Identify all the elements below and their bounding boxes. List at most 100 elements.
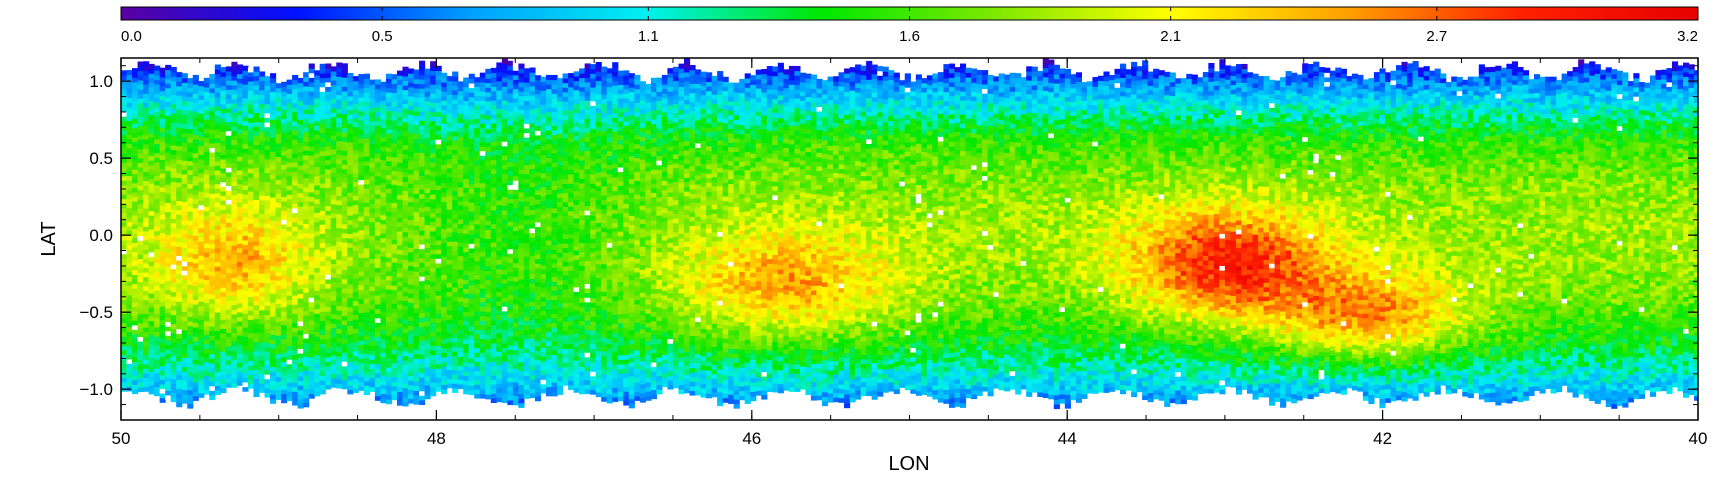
heatmap-cell xyxy=(441,91,448,97)
heatmap-cell xyxy=(468,307,475,313)
heatmap-cell xyxy=(441,187,448,193)
heatmap-cell xyxy=(430,340,437,346)
heatmap-cell xyxy=(176,255,183,261)
heatmap-cell xyxy=(308,301,315,308)
heatmap-cell xyxy=(369,368,376,374)
heatmap-cell xyxy=(402,158,409,164)
heatmap-cell xyxy=(391,161,398,167)
heatmap-cell xyxy=(380,219,387,225)
heatmap-cell xyxy=(297,82,304,88)
heatmap-cell xyxy=(402,346,409,352)
heatmap-cell xyxy=(402,295,409,302)
heatmap-cell xyxy=(314,139,321,145)
heatmap-cell xyxy=(330,70,337,77)
heatmap-cell xyxy=(336,112,343,119)
heatmap-cell xyxy=(314,93,321,99)
heatmap-cell xyxy=(297,87,304,93)
heatmap-cell xyxy=(220,236,227,242)
heatmap-cell xyxy=(385,215,393,221)
heatmap-cell xyxy=(264,337,271,343)
heatmap-cell xyxy=(297,385,304,391)
heatmap-cell xyxy=(126,294,133,300)
heatmap-cell xyxy=(137,185,144,191)
heatmap-cell xyxy=(413,188,420,194)
heatmap-cell xyxy=(187,160,194,166)
heatmap-cell xyxy=(347,347,354,354)
heatmap-cell xyxy=(137,363,144,370)
heatmap-cell xyxy=(264,149,271,155)
heatmap-cell xyxy=(126,303,133,309)
heatmap-cell xyxy=(413,385,420,391)
heatmap-cell xyxy=(347,91,354,97)
heatmap-cell xyxy=(154,79,161,85)
heatmap-cell xyxy=(225,318,232,324)
heatmap-cell xyxy=(479,200,486,207)
heatmap-cell xyxy=(286,304,293,310)
heatmap-cell xyxy=(242,180,249,186)
heatmap-cell xyxy=(292,217,299,223)
heatmap-cell xyxy=(264,190,271,196)
heatmap-cell xyxy=(187,178,194,185)
heatmap-cell xyxy=(231,290,238,297)
heatmap-cell xyxy=(496,85,503,91)
heatmap-cell xyxy=(220,332,227,339)
heatmap-cell xyxy=(363,160,370,166)
heatmap-cell xyxy=(424,384,431,391)
heatmap-cell xyxy=(347,270,354,276)
heatmap-cell xyxy=(137,176,144,182)
heatmap-cell xyxy=(159,328,166,335)
heatmap-cell xyxy=(281,118,288,124)
heatmap-cell xyxy=(457,296,464,302)
heatmap-cell xyxy=(281,274,288,280)
heatmap-cell xyxy=(214,87,221,93)
heatmap-cell xyxy=(325,104,332,110)
heatmap-cell xyxy=(474,113,481,120)
heatmap-cell xyxy=(253,116,260,123)
heatmap-cell xyxy=(424,229,431,235)
heatmap-cell xyxy=(143,317,150,324)
heatmap-cell xyxy=(198,383,205,389)
heatmap-cell xyxy=(413,101,420,107)
heatmap-cell xyxy=(352,296,359,302)
heatmap-cell xyxy=(501,269,508,275)
heatmap-cell xyxy=(319,169,326,175)
heatmap-cell xyxy=(225,373,232,379)
heatmap-cell xyxy=(457,250,464,257)
heatmap-cell xyxy=(214,119,221,125)
heatmap-cell xyxy=(369,382,376,388)
heatmap-cell xyxy=(391,376,398,382)
heatmap-cell xyxy=(319,306,326,312)
heatmap-cell xyxy=(402,103,409,109)
heatmap-cell xyxy=(121,253,128,259)
heatmap-cell xyxy=(159,108,166,115)
heatmap-cell xyxy=(176,81,183,87)
heatmap-cell xyxy=(154,299,161,305)
heatmap-cell xyxy=(203,137,210,143)
heatmap-cell xyxy=(308,315,315,321)
heatmap-cell xyxy=(352,103,359,109)
heatmap-cell xyxy=(281,338,288,344)
heatmap-cell xyxy=(170,360,177,366)
heatmap-cell xyxy=(286,148,293,154)
heatmap-cell xyxy=(308,274,315,280)
heatmap-cell xyxy=(479,278,486,285)
heatmap-cell xyxy=(286,336,293,342)
heatmap-cell xyxy=(347,320,354,326)
heatmap-cell xyxy=(253,254,260,260)
heatmap-cell xyxy=(430,79,437,85)
heatmap-cell xyxy=(225,277,232,283)
heatmap-cell xyxy=(170,112,177,118)
heatmap-cell xyxy=(170,71,177,77)
heatmap-cell xyxy=(468,339,475,345)
heatmap-cell xyxy=(126,166,133,172)
heatmap-cell xyxy=(468,82,475,89)
heatmap-cell xyxy=(341,159,348,165)
heatmap-cell xyxy=(203,141,210,148)
heatmap-cell xyxy=(452,291,459,297)
heatmap-cell xyxy=(496,355,503,361)
heatmap-cell xyxy=(496,103,503,109)
heatmap-cell xyxy=(258,263,266,270)
heatmap-cell xyxy=(452,300,459,306)
heatmap-cell xyxy=(413,119,420,126)
heatmap-cell xyxy=(308,141,315,147)
